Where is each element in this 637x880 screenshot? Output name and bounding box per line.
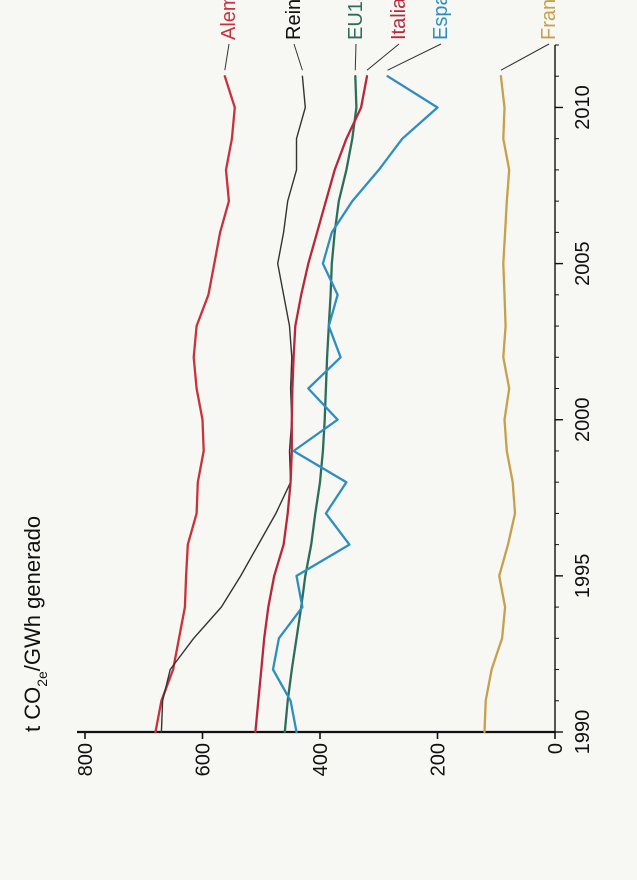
series-line-espana — [271, 75, 439, 734]
series-label: Italia — [388, 0, 410, 40]
x-tick-label: 2000 — [572, 397, 594, 442]
y-tick-label: 200 — [428, 743, 450, 776]
x-tick-label: 1990 — [572, 710, 594, 755]
series-label-leader — [387, 43, 442, 71]
series-label-leader — [293, 43, 303, 71]
series-line-italia — [254, 75, 369, 734]
series-label-leader — [354, 43, 357, 71]
series-label-leader — [366, 43, 400, 71]
series-label: Reino Unido — [283, 0, 305, 40]
series-layer — [154, 75, 517, 734]
series-label: Francia — [538, 0, 560, 40]
series-label: Alemania — [218, 0, 240, 40]
series-label-leader — [224, 43, 230, 71]
y-axis-title-rest: /GWh generado — [20, 516, 45, 671]
series-label: EU15 — [345, 0, 367, 40]
series-label: España — [430, 0, 452, 40]
y-axis-title: t CO2e/GWh generado — [20, 516, 50, 732]
y-axis-title-subscript: 2e — [34, 671, 50, 687]
series-line-francia — [483, 75, 517, 734]
y-tick-label: 800 — [75, 743, 97, 776]
axes-layer: 0 200 400 600 800 1990 1995 2000 2005 2010 t CO2e/… — [20, 44, 594, 776]
y-tick-label: 400 — [310, 743, 332, 776]
series-line-alemania — [154, 75, 236, 734]
y-tick-label: 600 — [193, 743, 215, 776]
series-label-leader — [500, 43, 550, 71]
x-tick-label: 2005 — [572, 241, 594, 286]
series-line-eu15 — [283, 75, 358, 734]
x-tick-label: 2010 — [572, 85, 594, 130]
chart-rotated-group: 0 200 400 600 800 1990 1995 2000 2005 2010 t CO2e/… — [20, 0, 594, 776]
x-tick-label: 1995 — [572, 554, 594, 599]
labels-layer: Alemania Reino Unido EU15 Italia España Franc… — [218, 0, 560, 71]
y-tick-label: 0 — [545, 743, 567, 754]
y-axis-title-main: t CO — [20, 687, 45, 732]
